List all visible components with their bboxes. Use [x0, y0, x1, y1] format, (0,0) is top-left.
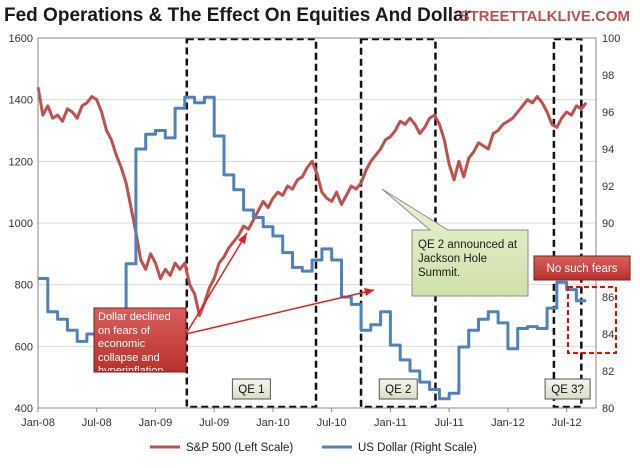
legend-label: US Dollar (Right Scale) [358, 442, 477, 454]
y-right-tick-label: 98 [602, 70, 614, 82]
y-left-tick-label: 1000 [9, 218, 33, 230]
y-right-tick-label: 92 [602, 181, 614, 193]
y-left-tick-label: 600 [15, 341, 33, 353]
y-left-tick-label: 1600 [9, 33, 33, 45]
arrow-to-qe1 [185, 232, 248, 335]
series-line [38, 95, 587, 401]
x-tick-label: Jul-10 [317, 417, 347, 429]
arrow-to-qe1-head [238, 233, 247, 244]
qe-label: QE 3? [551, 384, 584, 396]
legend-label: S&P 500 (Left Scale) [186, 442, 293, 454]
chart-title: Fed Operations & The Effect On Equities … [4, 5, 472, 26]
arrow-to-jul10-head [364, 288, 374, 296]
qe-label-box [231, 378, 271, 400]
annotation-qe2-callout: QE 2 announced at Jackson Hole Summit. [381, 188, 529, 297]
brand-label: STREETTALKLIVE.COM [459, 8, 630, 25]
y-right-tick-label: 80 [602, 403, 614, 415]
legend: S&P 500 (Left Scale) US Dollar (Right Sca… [150, 442, 477, 454]
y-left-tick-label: 800 [15, 280, 33, 292]
y-right-tick-label: 96 [602, 107, 614, 119]
x-tick-label: Jan-10 [256, 417, 290, 429]
x-tick-label: Jan-08 [21, 417, 55, 429]
series-line [36, 87, 588, 317]
qe-label: QE 2 [385, 384, 411, 396]
y-left-tick-label: 1400 [9, 95, 33, 107]
annotation-qe2-text: QE 2 announced at Jackson Hole Summit. [418, 239, 518, 279]
y-right-tick-label: 84 [602, 329, 614, 341]
x-tick-label: Jul-12 [552, 417, 582, 429]
x-tick-label: Jan-12 [491, 417, 525, 429]
annotation-nofears-callout: No such fears [533, 255, 631, 354]
series-lines [36, 87, 588, 401]
y-left-tick-label: 1200 [9, 156, 33, 168]
x-tick-label: Jul-08 [82, 417, 112, 429]
annotation-qe2-shape [381, 188, 529, 297]
annotation-dollar-callout: Dollar declined on fears of economic col… [93, 232, 375, 373]
axes: 4006008001000120014001600808284868890929… [9, 33, 621, 429]
arrow-to-jul10 [185, 289, 375, 335]
nofears-highlight-box [567, 286, 617, 354]
qe-label: QE 1 [238, 384, 264, 396]
annotation-dollar-text: Dollar declined on fears of economic col… [98, 311, 171, 371]
qe-label-box [544, 378, 591, 400]
plot-frame [37, 37, 597, 409]
annotation-dollar-box [93, 307, 187, 373]
annotation-nofears-box [533, 255, 631, 281]
x-tick-label: Jul-09 [199, 417, 229, 429]
qe-boxes: QE 1 QE 2 QE 3? [185, 37, 591, 409]
y-right-tick-label: 82 [602, 366, 614, 378]
x-tick-label: Jul-11 [435, 417, 464, 429]
qe-box [185, 37, 318, 409]
y-right-tick-label: 94 [602, 144, 614, 156]
y-right-tick-label: 90 [602, 218, 614, 230]
y-right-tick-label: 86 [602, 292, 614, 304]
qe-box [552, 37, 583, 409]
annotation-nofears-text: No such fears [547, 263, 618, 275]
x-tick-label: Jan-11 [374, 417, 407, 429]
x-tick-label: Jan-09 [139, 417, 173, 429]
y-right-tick-label: 100 [602, 33, 620, 45]
qe-label-box [378, 378, 418, 400]
y-left-tick-label: 400 [15, 403, 33, 415]
